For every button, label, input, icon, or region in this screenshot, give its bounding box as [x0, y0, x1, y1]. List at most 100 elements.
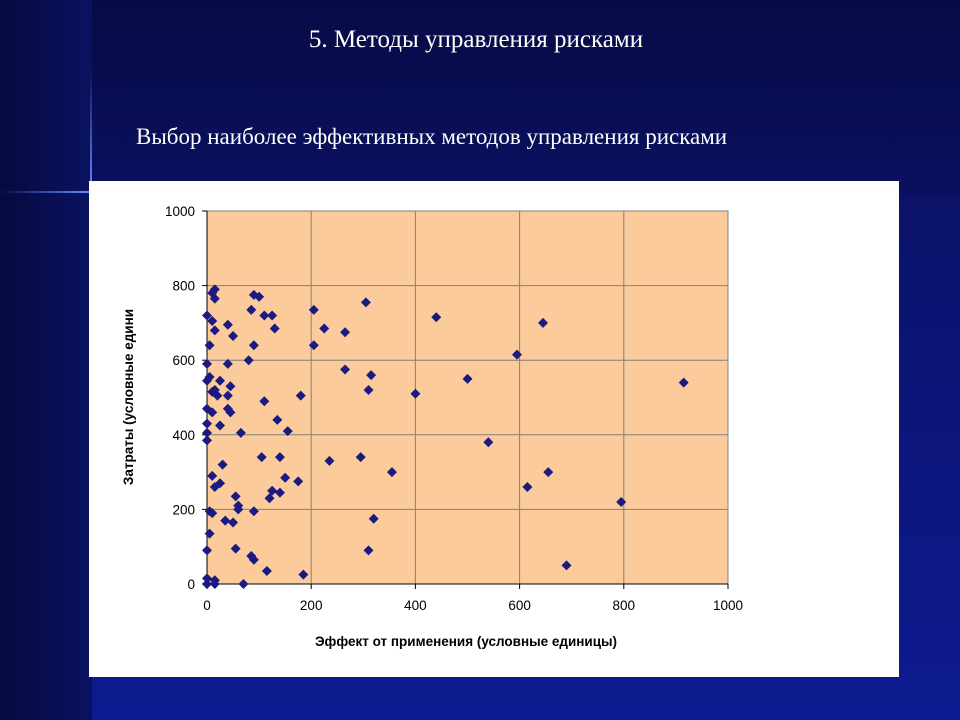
- data-point: [256, 452, 267, 463]
- data-point: [462, 373, 473, 384]
- accent-line-vertical: [90, 70, 92, 195]
- data-point: [202, 427, 212, 438]
- data-point: [267, 485, 278, 496]
- data-point: [267, 310, 278, 321]
- y-tick-label: 800: [172, 279, 195, 294]
- data-point: [616, 496, 627, 507]
- data-point: [678, 377, 689, 388]
- data-point: [220, 515, 231, 526]
- data-point: [202, 358, 212, 369]
- data-point: [202, 418, 212, 429]
- data-point: [228, 517, 239, 528]
- x-tick-labels: 0 200 400 600 800 1000: [203, 598, 743, 613]
- data-point: [360, 297, 371, 308]
- title-background: [0, 0, 960, 195]
- data-point: [225, 381, 236, 392]
- data-point: [204, 371, 215, 382]
- data-point: [269, 323, 280, 334]
- data-point: [228, 330, 239, 341]
- data-point: [340, 364, 351, 375]
- data-point: [561, 560, 572, 571]
- data-point: [543, 467, 554, 478]
- data-point: [280, 472, 291, 483]
- data-point: [274, 452, 285, 463]
- data-point: [215, 478, 226, 489]
- data-point: [368, 513, 379, 524]
- y-tick-label: 400: [172, 428, 195, 443]
- data-point: [202, 573, 212, 584]
- data-point: [202, 545, 212, 556]
- y-tick-label: 0: [187, 577, 195, 592]
- data-point: [222, 390, 233, 401]
- data-point: [298, 569, 309, 580]
- data-point: [261, 565, 272, 576]
- data-point: [511, 349, 522, 360]
- data-point: [207, 316, 218, 327]
- data-point: [204, 528, 215, 539]
- data-point: [319, 323, 330, 334]
- data-point: [243, 355, 254, 366]
- data-point: [248, 554, 259, 565]
- data-point: [238, 579, 249, 589]
- data-point: [363, 385, 374, 396]
- x-tick-label: 800: [613, 598, 636, 613]
- chart-panel: 0 200 400 600 800 1000 0 200 400 600 800 1000 Эффе…: [89, 181, 899, 677]
- data-point: [202, 435, 212, 446]
- data-point: [264, 493, 275, 504]
- data-point: [248, 506, 259, 517]
- slide-title: 5. Методы управления рисками: [308, 26, 644, 53]
- data-point: [522, 482, 533, 493]
- data-point: [202, 579, 212, 589]
- data-point: [225, 407, 236, 418]
- data-point: [483, 437, 494, 448]
- data-point: [293, 476, 304, 487]
- data-point: [246, 304, 257, 315]
- y-tick-label: 600: [172, 353, 195, 368]
- data-point: [259, 396, 270, 407]
- data-point: [340, 327, 351, 338]
- data-point: [386, 467, 397, 478]
- data-point: [538, 317, 549, 328]
- data-point: [274, 487, 285, 498]
- data-point: [207, 407, 218, 418]
- data-point: [431, 312, 442, 323]
- data-point: [259, 310, 270, 321]
- y-tick-label: 200: [172, 502, 195, 517]
- data-point: [308, 304, 319, 315]
- data-point: [308, 340, 319, 351]
- data-point: [207, 288, 218, 299]
- x-tick-label: 1000: [713, 598, 743, 613]
- data-point: [222, 358, 233, 369]
- data-point: [209, 325, 220, 336]
- data-point: [324, 455, 335, 466]
- data-point: [363, 545, 374, 556]
- data-point: [215, 420, 226, 431]
- slide-subtitle: Выбор наиболее эффективных методов управ…: [136, 124, 728, 149]
- y-axis-label: Затраты (условные едини: [121, 309, 136, 485]
- x-tick-label: 400: [404, 598, 427, 613]
- data-point: [204, 340, 215, 351]
- data-point: [207, 508, 218, 519]
- data-point: [230, 543, 241, 554]
- data-point: [355, 452, 366, 463]
- data-point: [209, 579, 220, 589]
- data-point: [212, 390, 223, 401]
- data-point: [272, 414, 283, 425]
- data-point: [217, 459, 228, 470]
- data-point: [202, 310, 212, 321]
- data-point: [410, 388, 421, 399]
- y-tick-label: 1000: [165, 204, 195, 219]
- left-background-band: [0, 0, 92, 720]
- data-point: [222, 319, 233, 330]
- data-point: [248, 340, 259, 351]
- scatter-chart: 0 200 400 600 800 1000 0 200 400 600 800 1000 Эффе…: [121, 204, 743, 649]
- accent-line-horizontal: [0, 191, 92, 193]
- data-point: [282, 426, 293, 437]
- data-point: [215, 375, 226, 386]
- data-point: [209, 293, 220, 304]
- x-tick-label: 200: [300, 598, 323, 613]
- data-point: [230, 491, 241, 502]
- data-point: [254, 291, 265, 302]
- data-point: [366, 370, 377, 381]
- data-point: [207, 470, 218, 481]
